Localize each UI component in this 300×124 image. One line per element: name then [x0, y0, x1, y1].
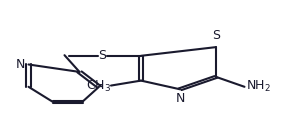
Text: CH$_3$: CH$_3$: [86, 79, 111, 94]
Text: N: N: [175, 92, 185, 105]
Text: N: N: [16, 58, 26, 71]
Text: S: S: [212, 29, 220, 42]
Text: S: S: [98, 49, 106, 62]
Text: NH$_2$: NH$_2$: [246, 79, 271, 94]
